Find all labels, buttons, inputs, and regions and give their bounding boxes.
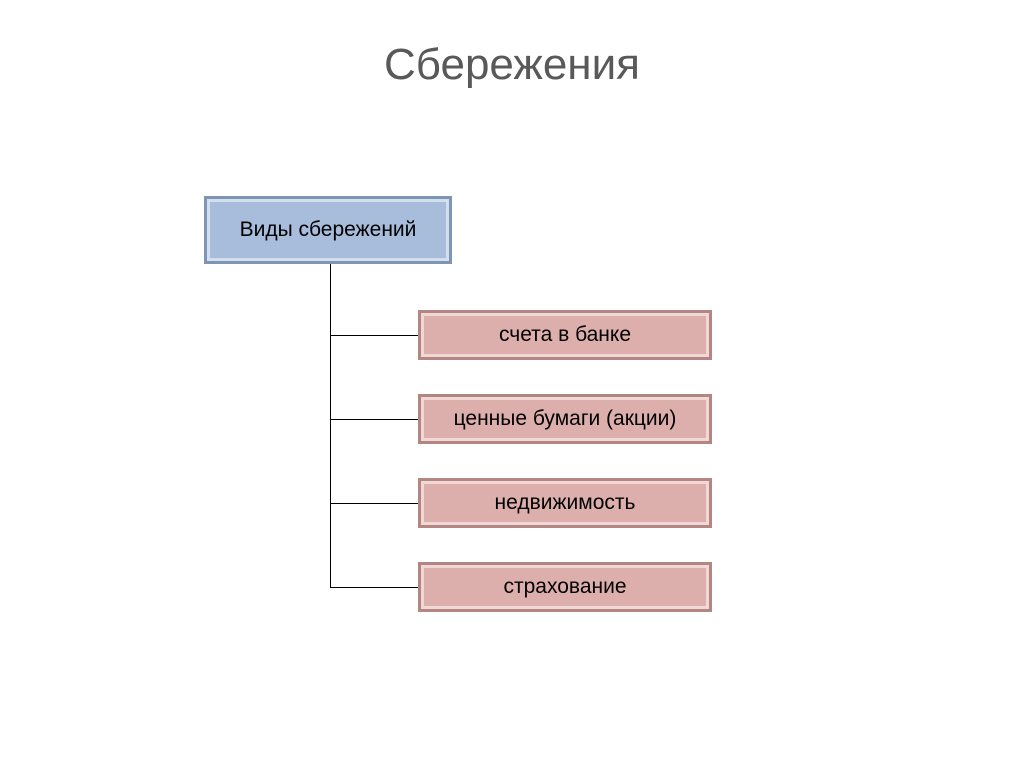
- connector-trunk: [330, 264, 331, 588]
- connector-branch: [330, 335, 418, 336]
- connector-branch: [330, 503, 418, 504]
- child-node: страхование: [418, 562, 712, 612]
- child-label: счета в банке: [499, 323, 631, 347]
- root-node: Виды сбережений: [204, 196, 452, 264]
- root-label: Виды сбережений: [240, 218, 417, 242]
- child-label: ценные бумаги (акции): [454, 407, 677, 431]
- child-node: счета в банке: [418, 310, 712, 360]
- diagram-title: Сбережения: [0, 40, 1024, 90]
- child-node: ценные бумаги (акции): [418, 394, 712, 444]
- child-label: страхование: [503, 575, 626, 599]
- connector-branch: [330, 419, 418, 420]
- title-text: Сбережения: [384, 40, 640, 89]
- child-label: недвижимость: [495, 491, 636, 515]
- child-node: недвижимость: [418, 478, 712, 528]
- connector-branch: [330, 587, 418, 588]
